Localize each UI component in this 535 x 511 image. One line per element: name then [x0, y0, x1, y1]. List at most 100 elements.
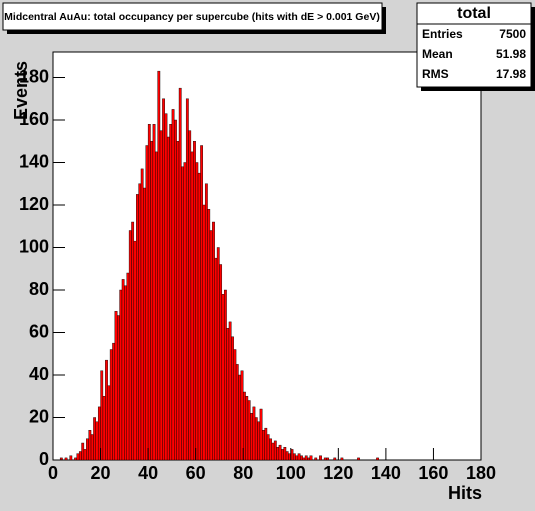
bar	[333, 457, 337, 461]
bar	[147, 124, 151, 461]
bar	[281, 449, 284, 461]
bar	[197, 172, 201, 461]
bar	[247, 400, 251, 461]
bar	[319, 455, 322, 461]
bar	[223, 289, 227, 461]
y-tick-label: 100	[19, 236, 49, 256]
stats-value: 17.98	[496, 67, 526, 81]
bar	[250, 413, 253, 461]
bar	[226, 328, 230, 461]
bar	[254, 417, 258, 461]
bar	[238, 374, 242, 461]
bar	[76, 453, 80, 461]
bar	[202, 204, 206, 461]
bar	[297, 453, 301, 461]
bar	[178, 87, 182, 461]
y-tick-label: 0	[39, 449, 49, 469]
x-tick-label: 60	[186, 463, 206, 483]
stats-label: Mean	[422, 47, 453, 61]
bar	[109, 349, 113, 461]
y-tick-label: 140	[19, 151, 49, 171]
stats-label: RMS	[422, 67, 449, 81]
bar	[169, 124, 173, 461]
bar	[231, 336, 234, 461]
bar	[64, 457, 68, 461]
bar	[83, 449, 87, 461]
bar	[145, 145, 149, 461]
bar	[140, 168, 144, 461]
bar	[307, 457, 310, 461]
x-tick-label: 0	[48, 463, 58, 483]
stats-value: 7500	[499, 27, 526, 41]
bar	[278, 444, 282, 461]
x-tick-label: 180	[466, 463, 496, 483]
bar	[90, 434, 94, 461]
stats-box	[416, 2, 532, 88]
bar	[81, 442, 85, 461]
bar	[174, 119, 177, 461]
bar	[309, 455, 313, 461]
bar	[159, 130, 163, 461]
bar	[152, 124, 156, 461]
y-tick-label: 120	[19, 194, 49, 214]
bar	[271, 442, 275, 461]
bar	[164, 113, 168, 461]
bar	[285, 451, 289, 461]
bar	[221, 294, 225, 461]
chart-title: Midcentral AuAu: total occupancy per sup…	[4, 11, 380, 23]
x-tick-label: 100	[276, 463, 306, 483]
bar	[266, 434, 270, 461]
bar	[314, 457, 318, 461]
y-tick-label: 180	[19, 66, 49, 86]
stats-title: total	[457, 5, 491, 22]
bar	[257, 421, 261, 461]
bar	[276, 447, 280, 461]
bar	[357, 457, 360, 461]
y-tick-label: 160	[19, 109, 49, 129]
stats-value: 51.98	[496, 47, 526, 61]
bar	[292, 453, 296, 461]
bar	[162, 98, 165, 461]
x-tick-label: 120	[323, 463, 353, 483]
bar	[112, 342, 116, 461]
bar	[78, 451, 82, 461]
x-axis-title: Hits	[448, 483, 482, 503]
bar	[252, 406, 256, 461]
bar	[181, 166, 184, 461]
bar	[326, 457, 330, 461]
bar	[195, 162, 199, 461]
bar	[100, 370, 104, 461]
bar	[269, 438, 272, 461]
bar	[323, 457, 327, 461]
bar	[128, 230, 132, 461]
bar	[121, 279, 125, 461]
bar	[304, 455, 308, 461]
bar	[200, 145, 204, 461]
bar	[185, 98, 189, 461]
bar	[124, 285, 127, 461]
bar	[209, 230, 213, 461]
bar	[150, 141, 154, 461]
bar	[216, 247, 220, 461]
x-tick-label: 20	[91, 463, 111, 483]
bar	[143, 187, 146, 461]
y-axis-title: Events	[11, 61, 31, 120]
y-tick-label: 80	[29, 279, 49, 299]
bar	[138, 183, 142, 461]
bar	[235, 364, 239, 461]
bar	[228, 321, 232, 461]
bar	[102, 396, 106, 461]
bar	[300, 455, 303, 461]
bar	[190, 151, 194, 461]
bar	[131, 221, 135, 461]
bar	[207, 209, 211, 461]
bar	[302, 457, 306, 461]
bar	[264, 427, 268, 461]
y-tick-label: 60	[29, 321, 49, 341]
bar	[193, 141, 196, 461]
bar	[376, 457, 379, 461]
bar	[240, 370, 244, 461]
title-box	[2, 2, 383, 31]
bar	[88, 430, 92, 461]
